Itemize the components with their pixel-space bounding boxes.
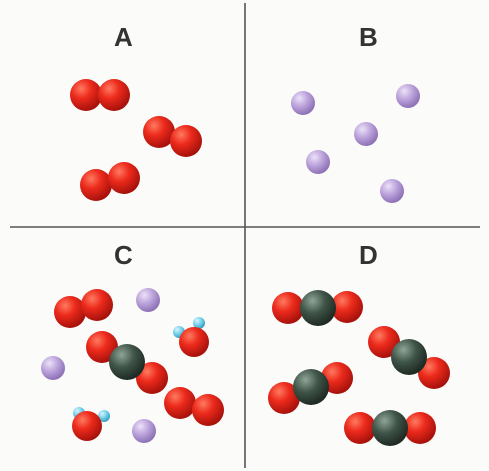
oxygen-molecule (80, 162, 140, 201)
purple-atom (136, 288, 160, 312)
purple-atom (291, 91, 315, 115)
panel-label-c: C (114, 240, 133, 270)
oxygen-molecule (70, 79, 130, 111)
oxygen-molecule (143, 116, 202, 157)
purple-atom (132, 419, 156, 443)
water-molecule (173, 317, 209, 357)
purple-atom (396, 84, 420, 108)
panel-label-b: B (359, 22, 378, 52)
panel-label-d: D (359, 240, 378, 270)
panel-a-molecules (70, 79, 202, 201)
oxygen-molecule (54, 289, 113, 328)
carbon-dioxide-molecule (86, 331, 168, 394)
oxygen-molecule (164, 387, 224, 426)
purple-atom (41, 356, 65, 380)
carbon-dioxide-molecule (368, 326, 450, 389)
carbon-dioxide-molecule (268, 362, 353, 414)
panel-label-a: A (114, 22, 133, 52)
purple-atom (380, 179, 404, 203)
panel-b-atoms (291, 84, 420, 203)
purple-atom (354, 122, 378, 146)
panel-c-mixture (41, 288, 224, 443)
carbon-dioxide-molecule (272, 290, 363, 326)
panel-d-molecules (268, 290, 450, 446)
carbon-dioxide-molecule (344, 410, 436, 446)
purple-atom (306, 150, 330, 174)
water-molecule (72, 407, 110, 441)
